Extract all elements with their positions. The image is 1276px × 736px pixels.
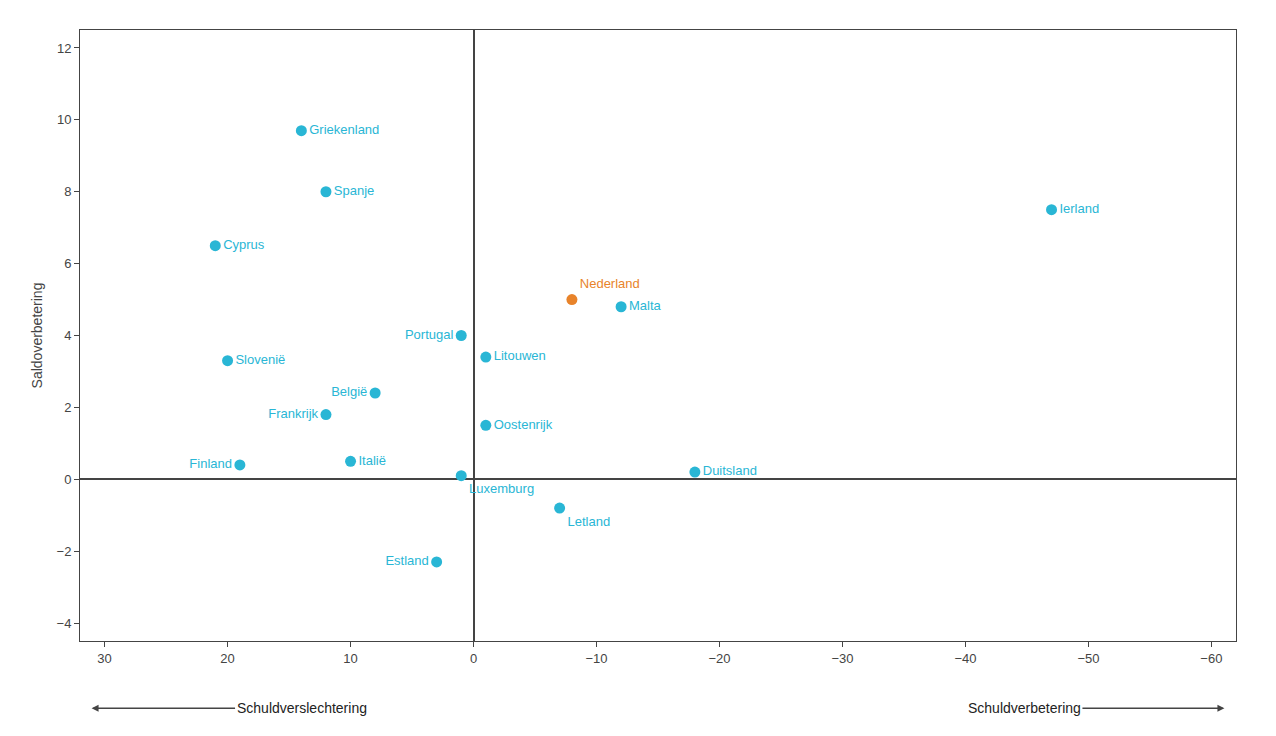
svg-text:Litouwen: Litouwen <box>494 348 546 363</box>
svg-text:Estland: Estland <box>385 553 428 568</box>
svg-text:0: 0 <box>64 472 71 487</box>
svg-text:Portugal: Portugal <box>405 327 454 342</box>
svg-text:Letland: Letland <box>567 514 610 529</box>
svg-text:−10: −10 <box>585 651 607 666</box>
svg-text:12: 12 <box>57 41 71 56</box>
svg-text:10: 10 <box>343 651 357 666</box>
svg-text:Oostenrijk: Oostenrijk <box>494 417 553 432</box>
svg-text:Saldoverbetering: Saldoverbetering <box>29 283 45 389</box>
svg-text:Spanje: Spanje <box>334 183 374 198</box>
svg-text:−20: −20 <box>708 651 730 666</box>
svg-text:−60: −60 <box>1200 651 1222 666</box>
svg-text:Malta: Malta <box>629 298 662 313</box>
svg-text:Finland: Finland <box>189 456 232 471</box>
svg-text:Duitsland: Duitsland <box>703 463 757 478</box>
svg-text:−30: −30 <box>831 651 853 666</box>
svg-text:Griekenland: Griekenland <box>309 122 379 137</box>
svg-text:4: 4 <box>64 328 71 343</box>
svg-text:−50: −50 <box>1077 651 1099 666</box>
svg-text:Luxemburg: Luxemburg <box>469 481 534 496</box>
svg-text:−2: −2 <box>57 544 72 559</box>
svg-text:30: 30 <box>97 651 111 666</box>
svg-text:Schuldverslechtering: Schuldverslechtering <box>237 700 367 716</box>
svg-text:Frankrijk: Frankrijk <box>268 406 318 421</box>
svg-text:Cyprus: Cyprus <box>223 237 265 252</box>
svg-text:Nederland: Nederland <box>580 276 640 291</box>
svg-text:0: 0 <box>470 651 477 666</box>
svg-text:Slovenië: Slovenië <box>235 352 285 367</box>
svg-text:België: België <box>331 384 367 399</box>
svg-text:2: 2 <box>64 400 71 415</box>
svg-text:−40: −40 <box>954 651 976 666</box>
svg-text:−4: −4 <box>57 616 72 631</box>
svg-text:10: 10 <box>57 112 71 127</box>
svg-text:Italië: Italië <box>358 453 385 468</box>
svg-text:Schuldverbetering: Schuldverbetering <box>968 700 1081 716</box>
svg-text:8: 8 <box>64 184 71 199</box>
svg-text:6: 6 <box>64 256 71 271</box>
svg-text:20: 20 <box>220 651 234 666</box>
svg-text:Ierland: Ierland <box>1059 201 1099 216</box>
